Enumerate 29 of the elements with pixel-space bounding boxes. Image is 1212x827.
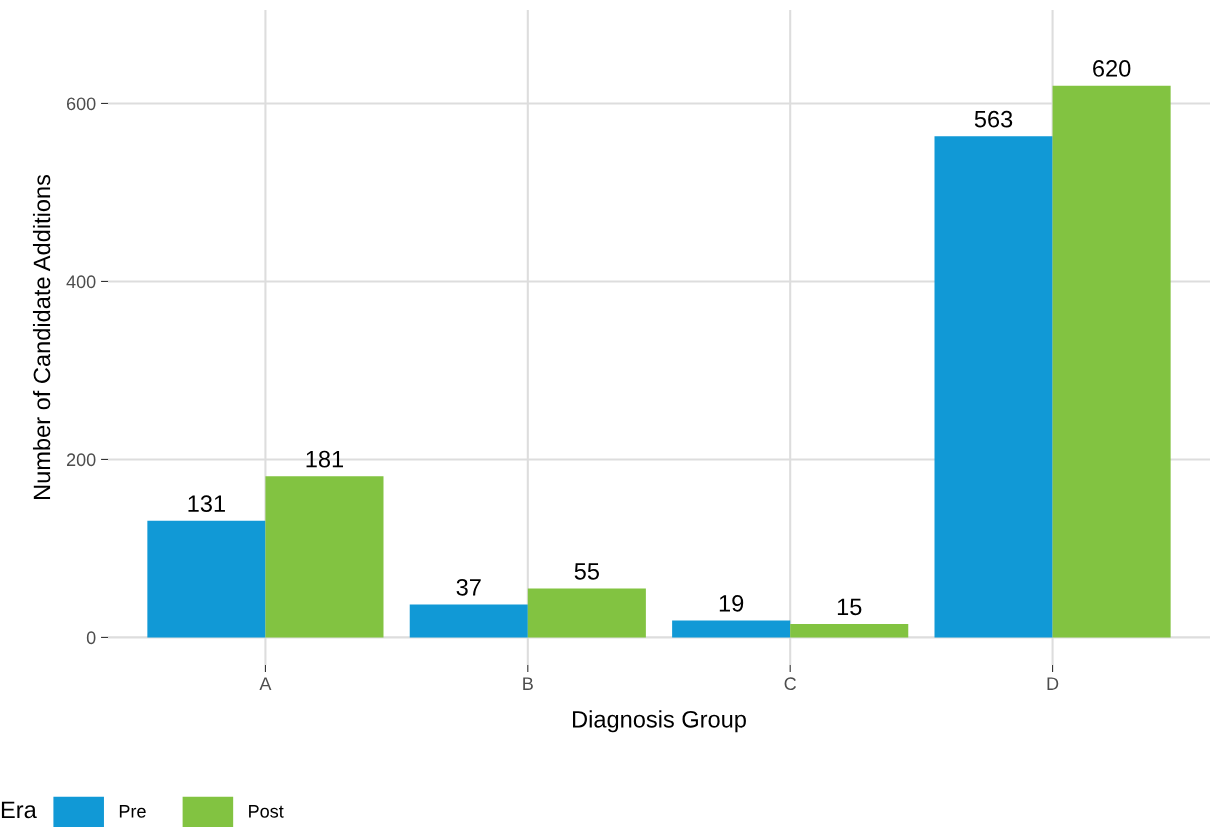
- data-label: 15: [837, 598, 862, 616]
- bar: [672, 620, 791, 638]
- data-label: 37: [456, 578, 481, 596]
- bar: [934, 136, 1053, 638]
- x-tick-label: B: [523, 677, 533, 690]
- y-tick-label: 400: [66, 275, 96, 289]
- bar: [1052, 85, 1171, 638]
- bar: [409, 604, 528, 638]
- data-label: 19: [719, 594, 744, 612]
- y-tick-label: 200: [66, 453, 96, 467]
- legend-label: Pre: [119, 805, 146, 818]
- bar: [265, 476, 384, 638]
- y-axis-title: Number of Candidate Additions: [32, 174, 51, 499]
- x-axis-title: Diagnosis Group: [573, 710, 746, 733]
- data-label: 181: [306, 450, 344, 468]
- bar: [147, 520, 266, 638]
- data-label: 55: [574, 563, 599, 580]
- x-tick-label: D: [1047, 677, 1059, 690]
- x-tick-label: A: [259, 677, 272, 690]
- y-tick-label: 600: [66, 97, 96, 111]
- bar: [527, 588, 646, 638]
- data-label: 620: [1093, 60, 1131, 77]
- legend-label: Post: [249, 805, 284, 818]
- y-tick-label: 0: [86, 631, 96, 645]
- x-tick-label: C: [784, 677, 797, 691]
- bar: [790, 624, 909, 638]
- data-label: 131: [188, 495, 225, 512]
- legend-title: Era: [1, 801, 37, 819]
- data-label: 563: [974, 110, 1013, 128]
